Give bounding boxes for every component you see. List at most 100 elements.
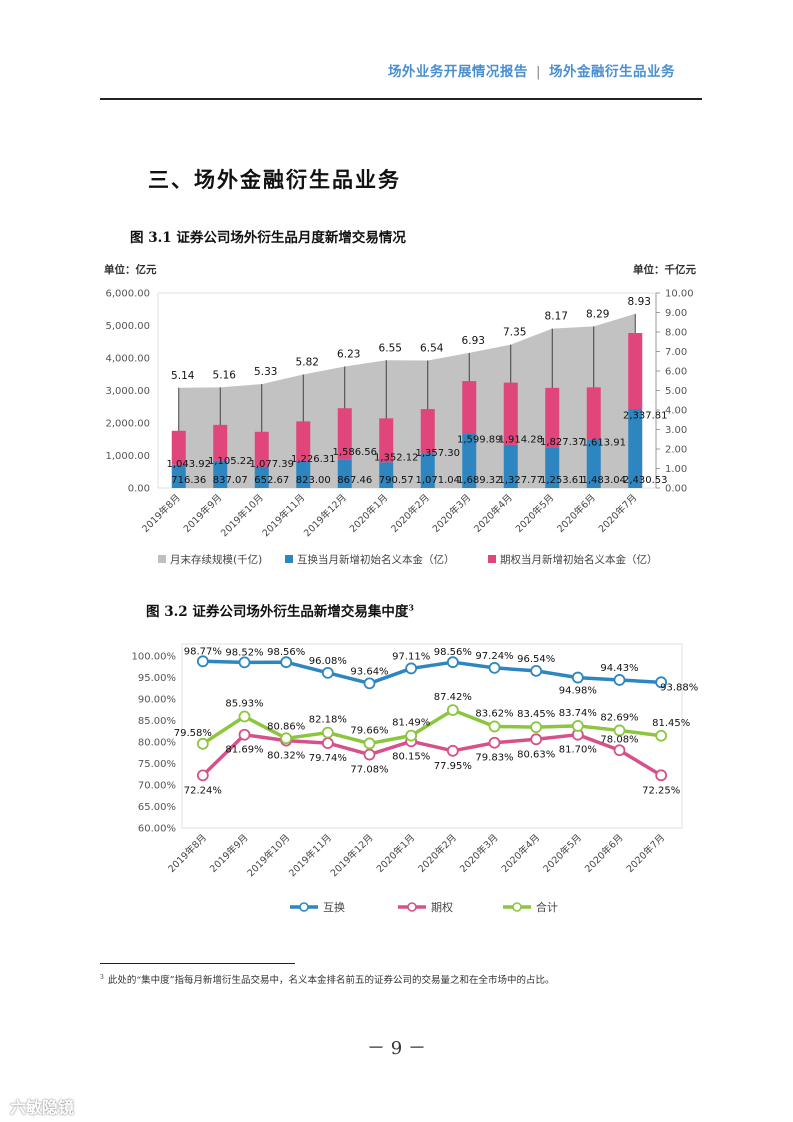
series-total-data-label: 83.74% (559, 708, 597, 719)
y-tick-label: 65.00% (138, 802, 176, 813)
series-swap-data-label: 93.64% (350, 666, 388, 677)
legend-label: 互换当月新增初始名义本金（亿） (297, 553, 455, 566)
bar-swap (379, 462, 394, 488)
x-tick-label: 2019年12月 (301, 492, 349, 540)
series-swap-data-label: 96.54% (517, 654, 555, 665)
series-total-line (201, 708, 662, 746)
header-section-title: 场外金融衍生品业务 (549, 64, 675, 80)
swap-data-label: 2,430.53 (623, 475, 668, 486)
footnote-ref[interactable]: 3 (408, 602, 414, 613)
swap-data-label: 823.00 (296, 475, 331, 486)
series-option-point (530, 733, 543, 746)
y-tick-label: 3,000.00 (105, 386, 150, 397)
x-tick-label: 2020年4月 (499, 832, 542, 875)
area-data-label: 6.23 (337, 349, 360, 361)
series-total-data-label: 81.49% (392, 718, 430, 729)
y2-tick-label: 6.00 (665, 367, 687, 378)
option-data-label: 1,105.22 (208, 456, 253, 467)
series-swap-point (571, 671, 584, 684)
series-total-data-label: 82.18% (309, 715, 347, 726)
y-tick-label: 1,000.00 (105, 451, 150, 462)
watermark-logo: 六敏隐镜 (10, 1098, 75, 1117)
series-option-point (613, 744, 626, 757)
section-title: 三、场外金融衍生品业务 (148, 167, 401, 192)
x-tick-label: 2020年5月 (541, 832, 584, 875)
series-option-point (238, 728, 251, 741)
area-series-outstanding (178, 313, 636, 488)
swap-data-label: 790.57 (379, 475, 414, 486)
series-option-line (201, 732, 663, 777)
series-swap-data-label: 94.98% (559, 686, 597, 697)
series-total-point (530, 721, 543, 734)
series-option-data-label: 80.15% (392, 751, 430, 762)
series-total-data-label: 81.45% (652, 718, 690, 729)
legend-label: 月末存续规模(千亿) (170, 553, 262, 566)
bar-swap (503, 444, 518, 488)
swap-data-label: 652.67 (254, 475, 289, 486)
legend-swatch (158, 555, 166, 563)
swap-data-label: 867.46 (337, 475, 372, 486)
series-swap-data-label: 98.56% (267, 647, 305, 658)
series-option-data-label: 80.63% (517, 749, 555, 760)
series-swap-point (238, 656, 251, 669)
series-swap-point (196, 655, 209, 668)
series-total-data-label: 79.66% (350, 725, 388, 736)
series-swap-data-label: 98.77% (184, 646, 222, 657)
swap-data-label: 1,071.04 (415, 475, 460, 486)
x-tick-label: 2020年7月 (596, 492, 639, 535)
bar-option (586, 387, 601, 440)
bar-option (337, 408, 352, 460)
figure-3-2-title-text: 图 3.2 证券公司场外衍生品新增交易集中度 (146, 604, 409, 620)
series-option-point (321, 737, 334, 750)
x-tick-label: 2020年1月 (347, 492, 390, 535)
series-total-data-label: 83.45% (517, 709, 555, 720)
x-tick-label: 2020年4月 (472, 492, 515, 535)
series-total-point (488, 720, 501, 733)
series-swap-point (488, 661, 501, 674)
option-data-label: 2,337.81 (623, 411, 668, 422)
legend-label: 互换 (323, 900, 345, 914)
footnote-rule (100, 963, 295, 964)
series-swap-point (280, 656, 293, 669)
bar-swap (337, 459, 352, 488)
area-data-label: 5.82 (296, 357, 319, 369)
swap-data-label: 1,327.77 (498, 475, 543, 486)
figure-3-1-title: 图 3.1 证券公司场外衍生品月度新增交易情况 (130, 230, 406, 246)
option-data-label: 1,352.12 (374, 452, 419, 463)
option-data-label: 1,586.56 (332, 447, 377, 458)
x-tick-label: 2020年2月 (389, 492, 432, 535)
bar-option (254, 431, 269, 467)
legend-swatch (488, 555, 496, 563)
x-tick-label: 2019年8月 (166, 832, 209, 875)
option-data-label: 1,226.31 (291, 454, 336, 465)
series-option-point (446, 744, 459, 757)
header-rule (100, 98, 702, 100)
series-option-data-label: 72.25% (642, 785, 680, 796)
bar-option (420, 409, 435, 454)
x-tick-label: 2020年6月 (555, 492, 598, 535)
y2-tick-label: 7.00 (665, 347, 687, 358)
y-tick-label: 60.00% (138, 824, 176, 835)
legend-swatch (285, 555, 293, 563)
y2-tick-label: 10.00 (665, 289, 694, 300)
figure-3-2-title: 图 3.2 证券公司场外衍生品新增交易集中度3 (146, 600, 414, 621)
bar-swap (171, 464, 186, 488)
bar-swap (628, 409, 643, 488)
series-option-data-label: 77.08% (350, 765, 388, 776)
series-swap-point (613, 674, 626, 686)
series-total-point (280, 732, 293, 745)
x-tick-label: 2019年10月 (218, 492, 266, 540)
series-total-point (196, 737, 209, 750)
area-data-label: 5.14 (171, 370, 195, 382)
legend-label: 合计 (536, 900, 558, 914)
y-tick-label: 0.00 (128, 484, 150, 495)
series-option-data-label: 77.95% (434, 761, 472, 772)
series-total-data-label: 80.86% (267, 721, 305, 732)
bar-swap (420, 453, 435, 488)
bar-swap (462, 433, 477, 488)
y2-tick-label: 3.00 (665, 425, 687, 436)
series-swap-data-label: 96.08% (309, 656, 347, 667)
series-option-point (488, 736, 501, 749)
legend-label: 期权当月新增初始名义本金（亿） (500, 553, 658, 566)
y-tick-label: 100.00% (132, 652, 177, 663)
